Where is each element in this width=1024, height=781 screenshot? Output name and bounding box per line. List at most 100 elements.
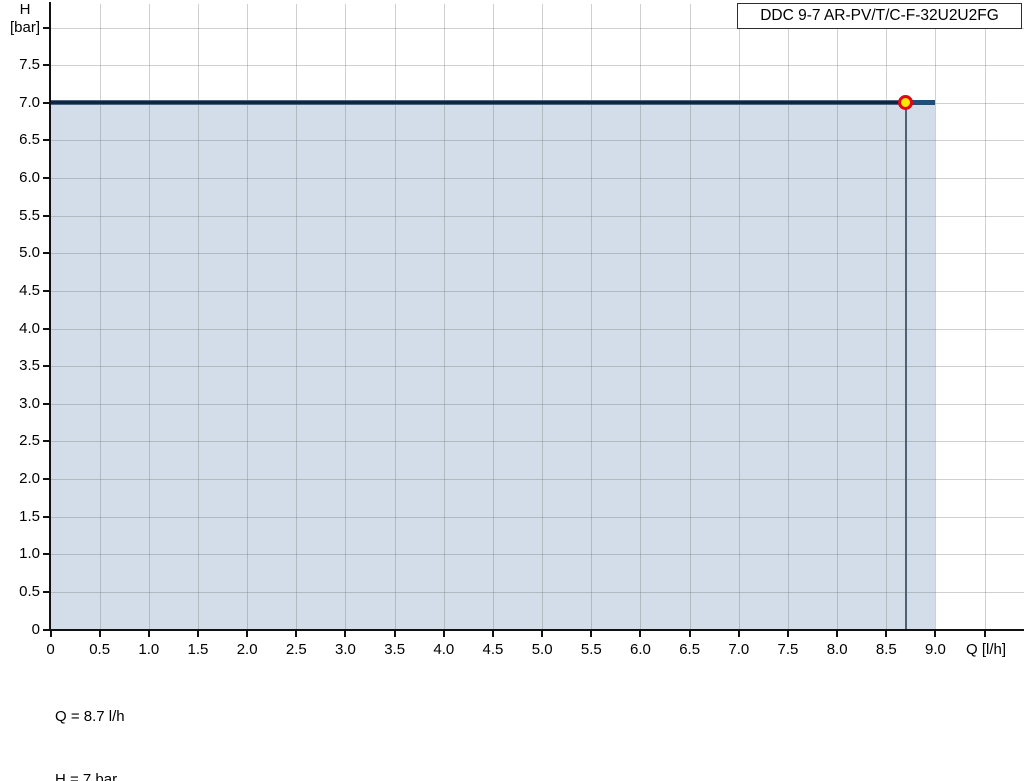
vertical-gridline (197, 4, 199, 630)
y-axis-tick (42, 139, 51, 142)
pump-model-title-box: DDC 9-7 AR-PV/T/C-F-32U2U2FG (737, 3, 1022, 29)
pump-curve-tail (905, 100, 936, 106)
y-axis-title: H [bar] (4, 1, 46, 37)
y-axis-tick (42, 590, 51, 593)
x-axis-tick (393, 630, 396, 637)
horizontal-gridline (50, 591, 1024, 593)
horizontal-gridline (50, 290, 1024, 292)
x-tick-label: 9.0 (925, 641, 946, 658)
duty-point-marker[interactable] (898, 95, 914, 111)
x-tick-label: 0 (46, 641, 55, 658)
horizontal-gridline (50, 253, 1024, 255)
vertical-gridline (837, 4, 839, 630)
x-tick-label: 2.5 (285, 641, 307, 658)
y-axis-tick (42, 26, 51, 29)
annotation-flow: Q = 8.7 l/h (55, 707, 125, 725)
vertical-gridline (443, 4, 445, 630)
x-tick-label: 3.0 (335, 641, 356, 658)
y-tick-label: 4.0 (19, 319, 40, 337)
vertical-gridline (345, 4, 347, 630)
x-tick-label: 3.5 (384, 641, 406, 658)
y-axis-tick (42, 214, 51, 217)
x-axis-tick (295, 630, 298, 637)
y-tick-label: 1.0 (19, 545, 40, 563)
annotation-head: H = 7 bar (55, 771, 118, 781)
horizontal-gridline (50, 554, 1024, 556)
x-tick-label: 5.5 (580, 641, 602, 658)
y-axis-tick (42, 252, 51, 255)
curve-fill-area (50, 104, 936, 630)
x-axis-tick (836, 630, 839, 637)
y-axis-line (48, 2, 51, 631)
x-axis-tick (98, 630, 101, 637)
pump-curve-line (50, 100, 906, 106)
x-axis-tick (934, 630, 937, 637)
x-axis-tick (442, 630, 445, 637)
vertical-gridline (296, 4, 298, 630)
vertical-gridline (738, 4, 740, 630)
x-axis-tick (246, 630, 249, 637)
x-axis-tick (639, 630, 642, 637)
y-tick-label: 4.5 (19, 281, 40, 299)
x-axis-tick (983, 630, 986, 637)
y-tick-label: 7.5 (19, 56, 40, 74)
vertical-gridline (787, 4, 789, 630)
x-axis-tick (786, 630, 789, 637)
y-tick-label: 5.5 (19, 206, 40, 224)
horizontal-gridline (50, 65, 1024, 67)
x-tick-label: 6.0 (630, 641, 651, 658)
y-tick-label: 3.5 (19, 357, 40, 375)
horizontal-gridline (50, 328, 1024, 330)
x-axis-title: Q [l/h] (966, 641, 1007, 658)
vertical-gridline (99, 4, 101, 630)
y-axis-tick (42, 177, 51, 179)
y-axis-tick (42, 440, 51, 443)
vertical-gridline (591, 4, 593, 630)
y-tick-label: 1.5 (19, 507, 40, 525)
y-tick-label: 5.0 (19, 244, 40, 262)
x-tick-label: 1.5 (187, 641, 209, 658)
x-axis-tick (737, 630, 740, 637)
x-tick-label: 5.0 (531, 641, 553, 658)
horizontal-gridline (50, 403, 1024, 405)
horizontal-gridline (50, 441, 1024, 443)
vertical-gridline (148, 4, 150, 630)
vertical-gridline (492, 4, 494, 630)
vertical-gridline (689, 4, 691, 630)
horizontal-gridline (50, 140, 1024, 142)
x-tick-label: 2.0 (236, 641, 258, 658)
y-axis-tick (42, 478, 51, 480)
x-tick-label: 6.5 (679, 641, 701, 658)
x-tick-label: 4.5 (482, 641, 504, 658)
x-axis-tick (885, 630, 888, 637)
y-tick-label: 3.0 (19, 394, 40, 412)
y-tick-label: 0 (31, 620, 40, 638)
vertical-gridline (886, 4, 888, 630)
y-axis-tick (42, 327, 51, 330)
x-axis-tick (491, 630, 494, 637)
vertical-gridline (542, 4, 544, 630)
x-tick-label: 8.5 (875, 641, 897, 658)
x-axis-tick (147, 630, 150, 637)
y-axis-tick (42, 553, 51, 556)
horizontal-gridline (50, 178, 1024, 179)
x-axis-line (46, 629, 1024, 631)
vertical-gridline (984, 4, 986, 630)
y-tick-label: 6.0 (19, 169, 40, 186)
y-tick-label: 6.5 (19, 131, 40, 149)
x-axis-tick (196, 630, 199, 637)
y-axis-unit: [bar] (9, 19, 40, 36)
horizontal-gridline (50, 215, 1024, 217)
x-tick-label: 7.0 (728, 641, 750, 658)
duty-point-line (905, 102, 907, 630)
horizontal-gridline (50, 516, 1024, 518)
horizontal-gridline (50, 366, 1024, 368)
x-tick-label: 1.0 (138, 641, 160, 658)
x-tick-label: 0.5 (89, 641, 111, 658)
y-tick-label: 2.5 (19, 432, 40, 450)
x-tick-label: 4.0 (433, 641, 455, 658)
x-tick-label: 8.0 (826, 641, 848, 658)
y-tick-label: 7.0 (19, 93, 40, 111)
vertical-gridline (394, 4, 396, 630)
